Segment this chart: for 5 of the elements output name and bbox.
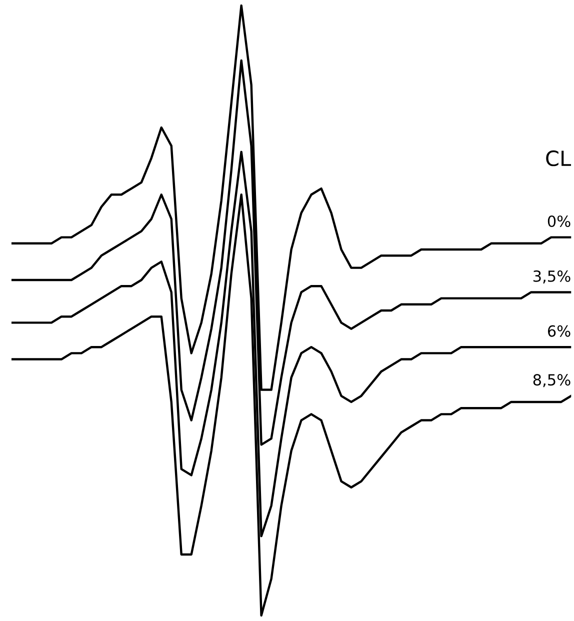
legend-title: CL: [546, 150, 572, 166]
series-label: 8,5%: [533, 374, 570, 388]
series-label: 3,5%: [533, 270, 570, 284]
series-label: 0%: [548, 215, 570, 228]
series-label: 6%: [548, 325, 570, 337]
